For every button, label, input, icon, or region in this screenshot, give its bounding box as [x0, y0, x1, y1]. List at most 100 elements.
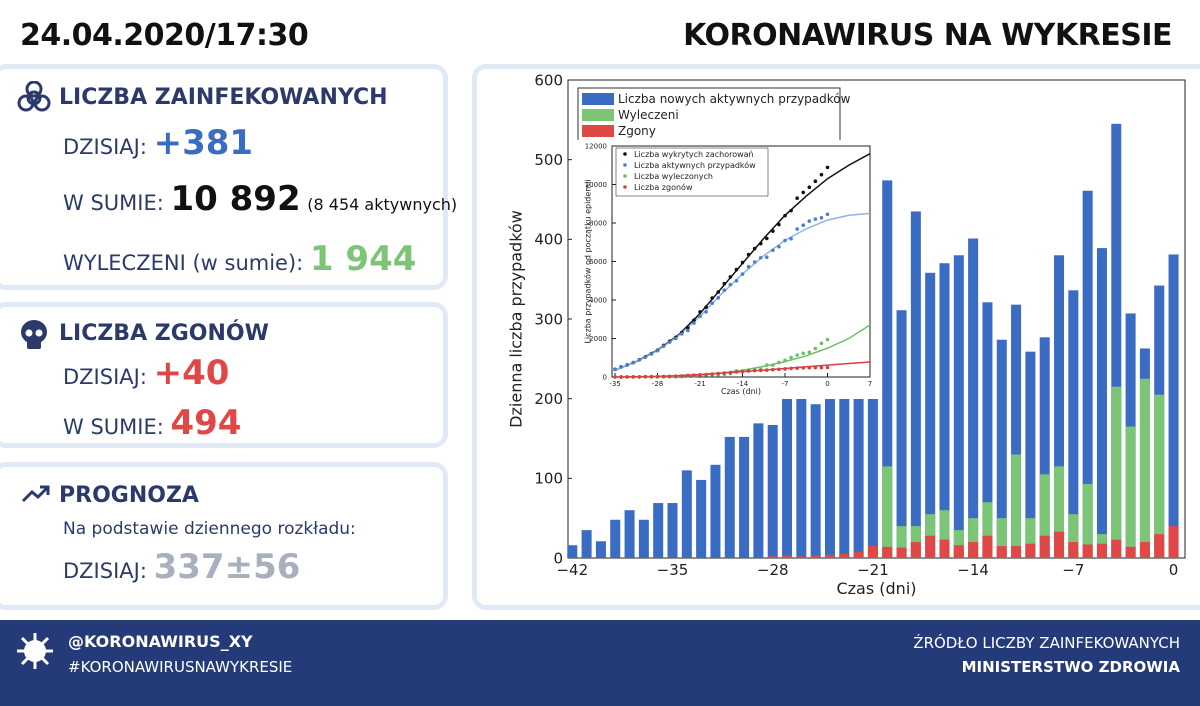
legend-label: Wyleczeni [618, 108, 679, 122]
label: W SUMIE: [63, 191, 164, 215]
point [819, 365, 824, 370]
bar [867, 362, 878, 558]
legend-label: Liczba nowych aktywnych przypadków [618, 92, 851, 106]
bar [1096, 248, 1107, 558]
x-tick-label: −14 [957, 561, 989, 579]
point [649, 374, 654, 379]
bar [638, 519, 649, 558]
point [698, 373, 702, 377]
bar [696, 479, 707, 558]
bar [982, 302, 993, 558]
point [643, 374, 648, 379]
point [740, 260, 745, 265]
point [795, 227, 799, 231]
legend-label: Liczba aktywnych przypadków [634, 160, 756, 170]
point [686, 326, 690, 330]
bar [953, 545, 964, 558]
x-tick-label: -14 [737, 380, 749, 388]
bar [767, 424, 778, 558]
bar [1054, 255, 1065, 558]
point [813, 217, 818, 221]
point [758, 241, 763, 246]
bar [896, 547, 907, 558]
bar [595, 541, 606, 558]
legend-label: Liczba wykrytych zachorowań [634, 150, 754, 159]
point [661, 344, 666, 348]
point [692, 373, 696, 377]
bar [1025, 351, 1036, 558]
value: 1 944 [309, 239, 417, 279]
point [807, 365, 812, 370]
y-tick-label: 6000 [589, 258, 607, 266]
footer: @KORONAWIRUS_XY #KORONAWIRUSNAWYKRESIE Ź… [0, 620, 1200, 706]
source: MINISTERSTWO ZDROWIA [961, 658, 1180, 676]
source-label: ŹRÓDŁO LICZBY ZAINFEKOWANYCH [913, 634, 1180, 652]
x-tick-label: −21 [857, 561, 889, 579]
bar [753, 423, 764, 558]
point [673, 374, 678, 378]
bar [1168, 254, 1179, 558]
bar [681, 470, 692, 558]
bar [882, 466, 893, 558]
point [728, 282, 733, 287]
bar [1111, 123, 1122, 559]
bar [996, 339, 1007, 558]
bar [839, 398, 850, 558]
bar [882, 546, 893, 558]
point [783, 367, 787, 371]
value: 494 [170, 403, 242, 443]
bar [1125, 426, 1136, 558]
point [825, 212, 830, 217]
x-tick-label: 0 [825, 380, 829, 388]
y-tick-label: 10000 [585, 181, 607, 189]
label: DZISIAJ: [63, 365, 147, 389]
point [692, 318, 696, 323]
point [783, 238, 787, 243]
bar [1039, 535, 1050, 558]
point [825, 165, 830, 170]
x-tick-label: 7 [868, 380, 872, 388]
bar [896, 310, 907, 558]
point [813, 179, 818, 184]
point [613, 375, 617, 379]
y-tick-label: 0 [553, 549, 563, 567]
point [758, 368, 763, 373]
point [686, 373, 690, 378]
bar [1154, 394, 1165, 558]
point [643, 355, 648, 359]
bar [824, 398, 835, 558]
point [704, 305, 708, 309]
y-tick-label: 100 [534, 470, 563, 488]
point [801, 190, 806, 195]
point [765, 363, 769, 367]
value: +40 [153, 353, 230, 393]
datetime: 24.04.2020/17:30 [20, 18, 309, 53]
forecast-panel: PROGNOZA Na podstawie dziennego rozkładu… [0, 462, 448, 610]
legend-swatch [582, 109, 614, 121]
legend-label: Zgony [618, 124, 656, 138]
bar [1025, 518, 1036, 558]
point [673, 336, 678, 341]
point [710, 301, 714, 306]
legend-label: Liczba zgonów [634, 182, 693, 192]
bar [610, 519, 621, 558]
y-axis-label: Liczba przypadków od początku epidemii [582, 179, 592, 343]
bar [1054, 466, 1065, 558]
point [649, 352, 654, 356]
point [746, 369, 751, 373]
point [801, 366, 806, 370]
point [801, 223, 806, 227]
point [771, 229, 775, 233]
bar [910, 211, 921, 558]
bar [1082, 190, 1093, 558]
point [819, 341, 824, 346]
bar [782, 555, 793, 558]
point [661, 374, 666, 379]
point [825, 337, 830, 342]
bar [939, 510, 950, 558]
point [807, 350, 812, 355]
x-tick-label: 0 [1169, 561, 1179, 579]
bar [896, 526, 907, 558]
y-tick-label: 400 [534, 231, 563, 249]
